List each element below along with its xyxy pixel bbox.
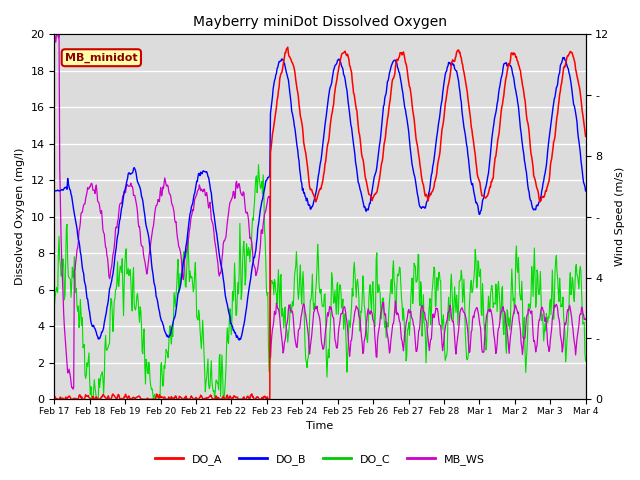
Y-axis label: Wind Speed (m∕s): Wind Speed (m∕s) — [615, 167, 625, 266]
Y-axis label: Dissolved Oxygen (mg/l): Dissolved Oxygen (mg/l) — [15, 148, 25, 286]
Text: MB_minidot: MB_minidot — [65, 53, 138, 63]
Legend: DO_A, DO_B, DO_C, MB_WS: DO_A, DO_B, DO_C, MB_WS — [151, 450, 489, 469]
Title: Mayberry miniDot Dissolved Oxygen: Mayberry miniDot Dissolved Oxygen — [193, 15, 447, 29]
X-axis label: Time: Time — [307, 421, 333, 432]
